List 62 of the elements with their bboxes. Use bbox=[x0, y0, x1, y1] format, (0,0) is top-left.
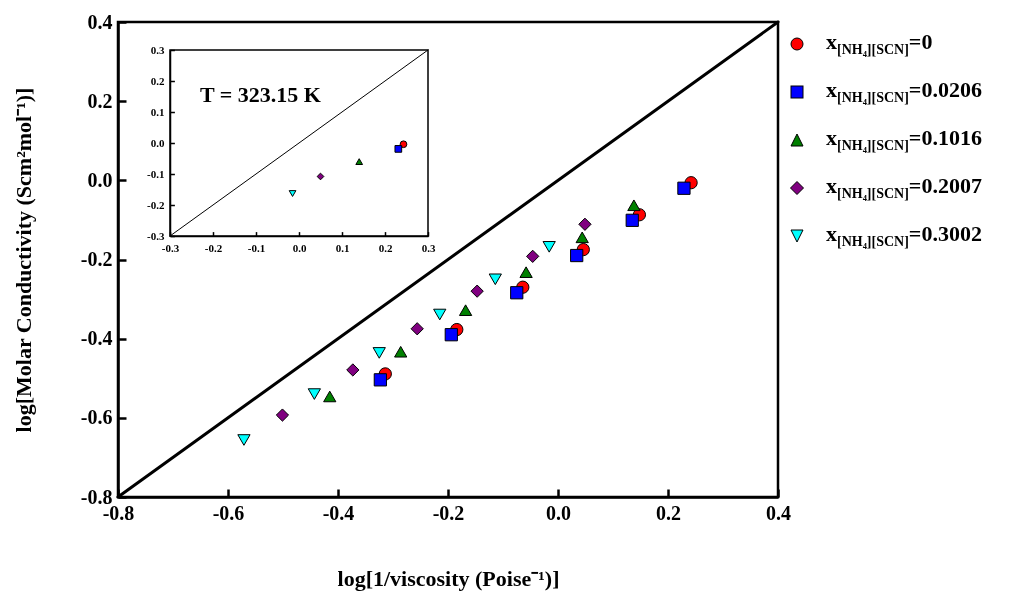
y-tick-label: -0.1 bbox=[147, 167, 165, 180]
point bbox=[410, 322, 424, 336]
y-tick-label: -0.4 bbox=[80, 327, 113, 350]
x-axis-title: log[1/viscosity (Poise⁻¹)] bbox=[337, 565, 560, 591]
y-axis-title: log[Molar Conductivity (Scm²mol⁻¹)] bbox=[10, 87, 36, 433]
x-tick-label: -0.2 bbox=[432, 501, 465, 524]
point bbox=[275, 408, 290, 422]
point bbox=[316, 172, 325, 181]
x-tick-label: -0.1 bbox=[247, 241, 266, 254]
y-tick-label: -0.3 bbox=[147, 229, 165, 242]
point bbox=[355, 158, 364, 165]
point bbox=[433, 308, 447, 321]
legend-label: x$_{[NH₄][SCN]}$=0.2007 bbox=[826, 173, 982, 203]
point bbox=[323, 390, 337, 403]
point bbox=[510, 286, 524, 300]
y-tick-label: -0.6 bbox=[80, 406, 113, 429]
y-tick-label: 0.0 bbox=[87, 168, 113, 191]
point bbox=[627, 199, 641, 212]
point bbox=[458, 304, 473, 316]
y-tick-label: 0.4 bbox=[87, 10, 113, 33]
point bbox=[470, 284, 484, 298]
legend-label: x$_{[NH₄][SCN]}$=0 bbox=[826, 29, 933, 59]
legend-label: x$_{[NH₄][SCN]}$=0.1016 bbox=[826, 125, 982, 155]
point bbox=[625, 213, 639, 227]
point bbox=[526, 249, 540, 263]
y-tick-label: 0.2 bbox=[150, 74, 165, 87]
point bbox=[394, 345, 408, 358]
y-tick-label: 0.2 bbox=[87, 89, 113, 112]
point bbox=[542, 241, 556, 253]
legend-label: x$_{[NH₄][SCN]}$=0.0206 bbox=[826, 77, 982, 107]
point bbox=[519, 266, 533, 278]
x-tick-label: 0.2 bbox=[378, 241, 393, 254]
x-tick-label: 0.0 bbox=[292, 241, 307, 254]
x-tick-label: 0.3 bbox=[421, 241, 436, 254]
point bbox=[488, 273, 502, 286]
point bbox=[237, 434, 251, 446]
x-tick-label: -0.2 bbox=[204, 241, 223, 254]
point bbox=[444, 328, 458, 342]
point bbox=[677, 181, 691, 195]
point bbox=[373, 373, 387, 387]
x-tick-label: -0.4 bbox=[322, 501, 355, 524]
y-tick-label: 0.3 bbox=[150, 43, 165, 56]
x-tick-label: -0.6 bbox=[212, 501, 245, 524]
x-tick-label: 0.0 bbox=[546, 501, 571, 524]
y-tick-label: 0.1 bbox=[150, 105, 165, 118]
x-tick-label: 0.1 bbox=[335, 241, 350, 254]
point bbox=[346, 363, 360, 377]
point bbox=[307, 388, 321, 400]
point bbox=[372, 347, 386, 359]
point bbox=[578, 217, 592, 231]
point bbox=[394, 145, 403, 153]
x-tick-label: -0.3 bbox=[161, 241, 180, 254]
x-tick-label: 0.4 bbox=[766, 501, 791, 524]
point bbox=[570, 248, 584, 263]
y-tick-label: 0.0 bbox=[150, 136, 165, 149]
annotation: T = 323.15 K bbox=[200, 82, 321, 107]
point bbox=[288, 190, 297, 197]
point bbox=[399, 140, 408, 149]
point bbox=[575, 231, 589, 244]
x-tick-label: 0.2 bbox=[656, 501, 681, 524]
legend-label: x$_{[NH₄][SCN]}$=0.3002 bbox=[826, 221, 982, 251]
y-tick-label: -0.2 bbox=[147, 198, 165, 211]
